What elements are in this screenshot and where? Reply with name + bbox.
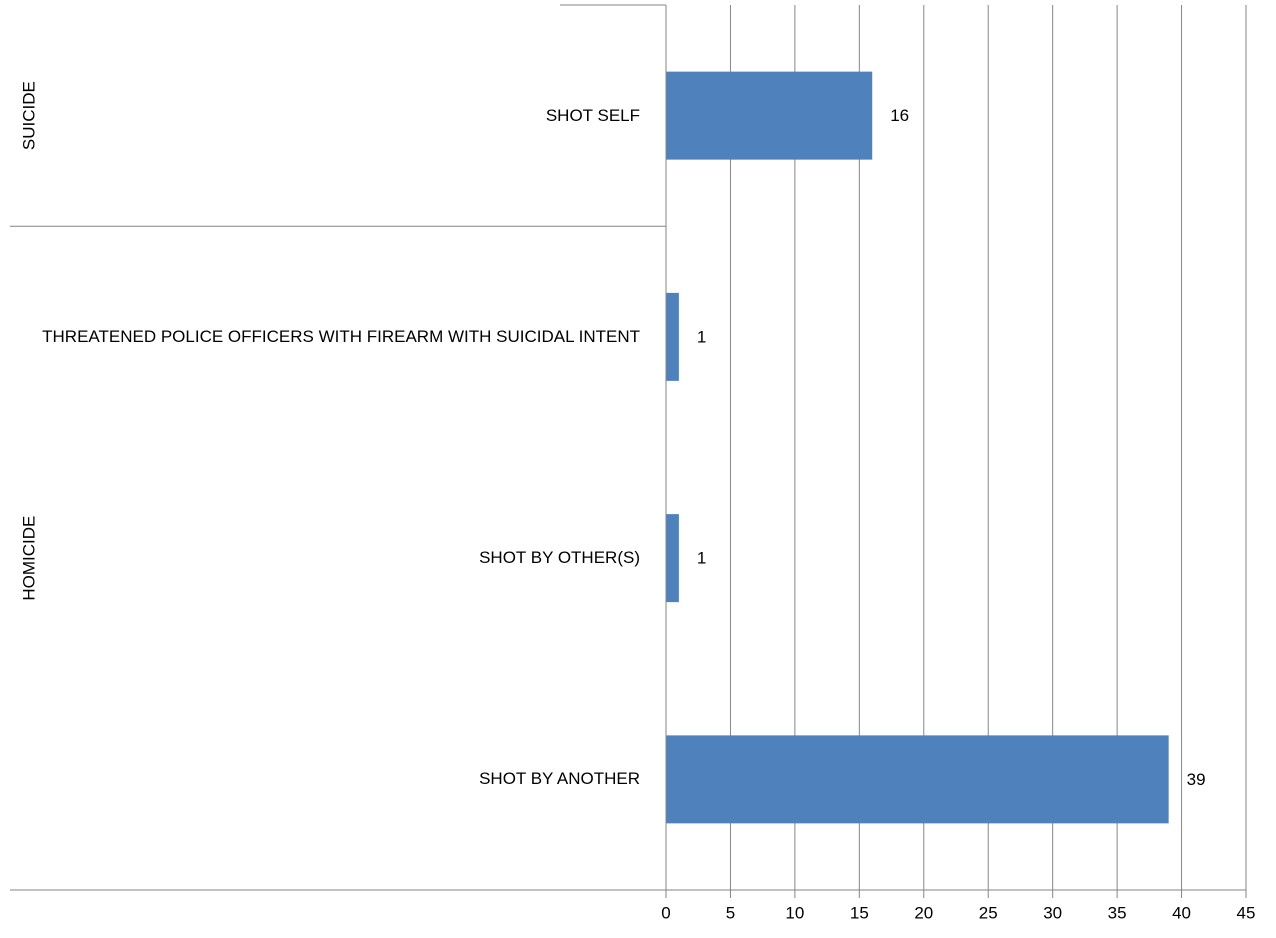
group-label: SUICIDE xyxy=(19,81,38,150)
value-label: 39 xyxy=(1187,770,1206,789)
x-tick-label: 30 xyxy=(1043,903,1062,922)
x-tick-label: 25 xyxy=(979,903,998,922)
x-tick-label: 0 xyxy=(661,903,670,922)
x-tick-label: 35 xyxy=(1108,903,1127,922)
x-tick-label: 20 xyxy=(914,903,933,922)
x-tick-label: 15 xyxy=(850,903,869,922)
bar xyxy=(666,514,679,603)
value-label: 1 xyxy=(697,549,706,568)
category-label: SHOT BY ANOTHER xyxy=(479,769,640,789)
group-label: HOMICIDE xyxy=(19,516,38,601)
bar xyxy=(666,292,679,381)
category-label: SHOT BY OTHER(S) xyxy=(479,548,640,568)
category-label: SHOT SELF xyxy=(545,105,640,125)
bar xyxy=(666,71,873,160)
value-label: 16 xyxy=(890,106,909,125)
x-tick-label: 10 xyxy=(785,903,804,922)
category-label: THREATENED POLICE OFFICERS WITH FIREARM … xyxy=(42,326,640,346)
bar xyxy=(666,735,1169,824)
x-tick-label: 5 xyxy=(726,903,735,922)
value-label: 1 xyxy=(697,327,706,346)
x-tick-label: 40 xyxy=(1172,903,1191,922)
x-tick-label: 45 xyxy=(1237,903,1256,922)
